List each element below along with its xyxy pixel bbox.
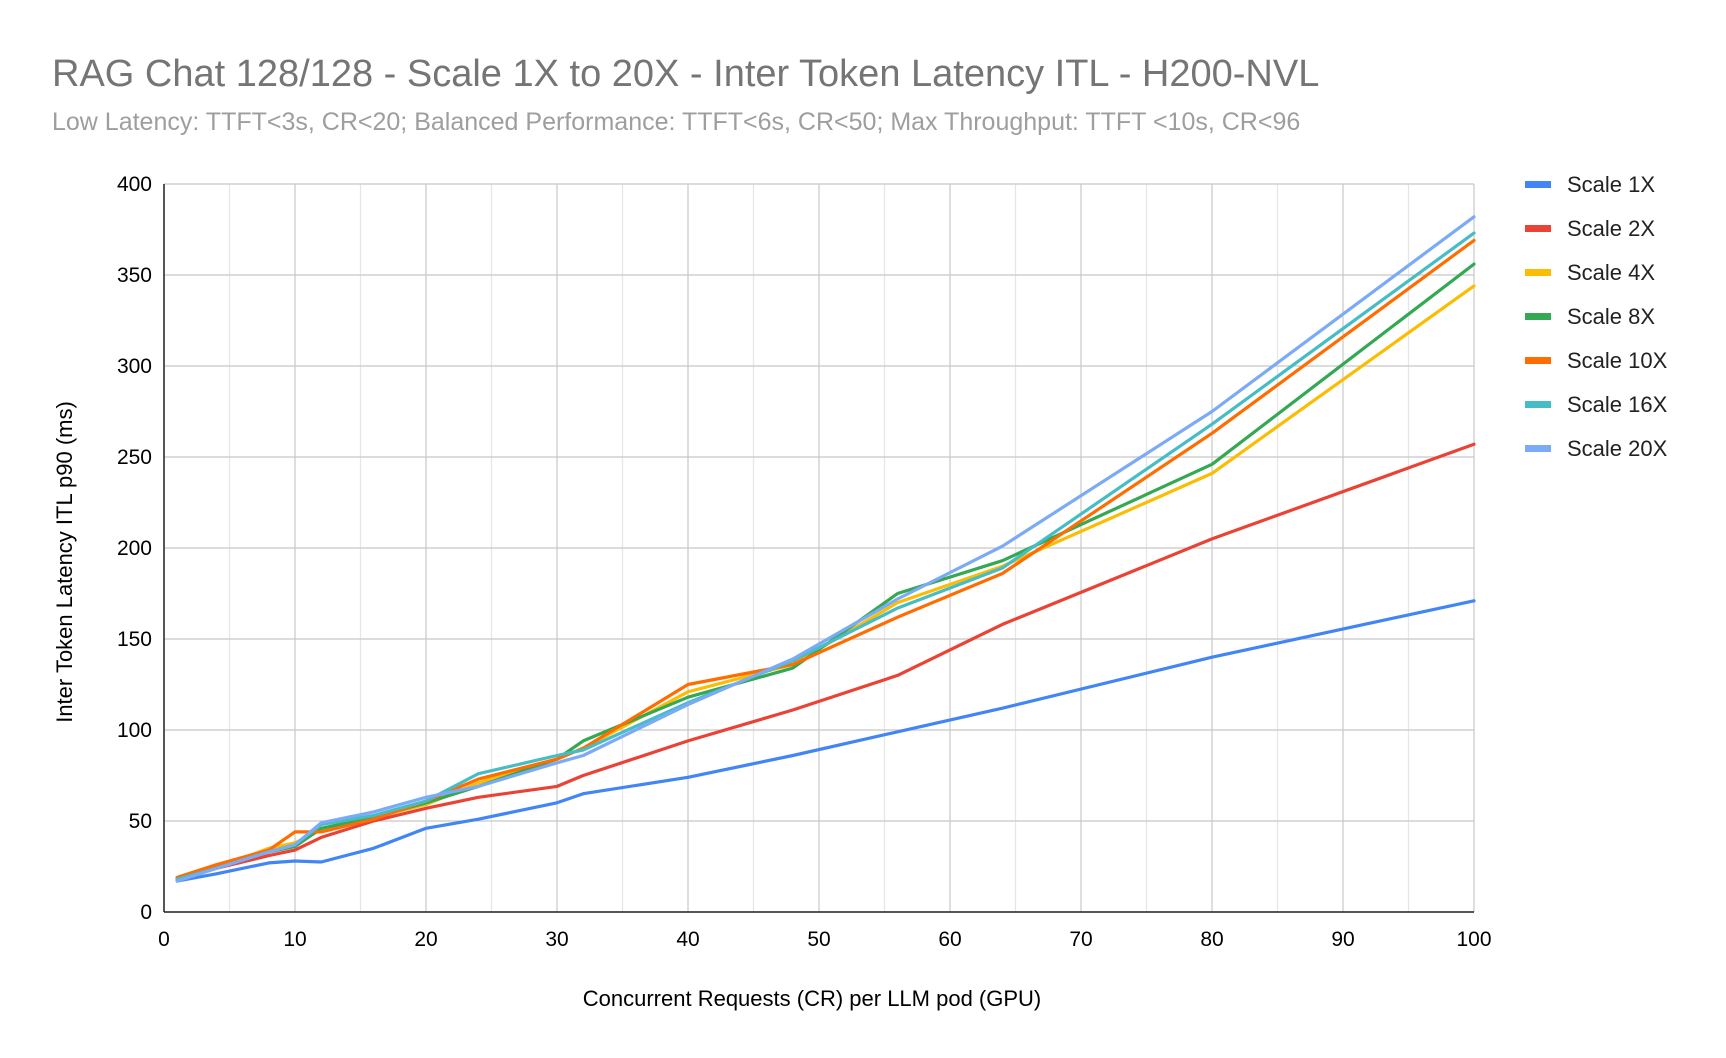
legend: Scale 1X Scale 2X Scale 4X Scale 8X Scale 10… xyxy=(1525,172,1668,461)
axes xyxy=(163,184,1474,913)
series-lines xyxy=(175,215,1476,883)
legend-item: Scale 1X xyxy=(1525,172,1655,197)
legend-swatch xyxy=(1525,445,1551,452)
x-tick-label: 30 xyxy=(545,928,568,951)
legend-swatch xyxy=(1525,313,1551,320)
legend-swatch xyxy=(1525,225,1551,232)
y-tick-label: 250 xyxy=(117,446,152,469)
legend-label: Scale 8X xyxy=(1567,304,1655,329)
series-line-scale-8x xyxy=(175,262,1476,881)
series-line-scale-20x xyxy=(175,215,1476,883)
legend-item: Scale 4X xyxy=(1525,260,1655,285)
legend-swatch xyxy=(1525,269,1551,276)
y-tick-label: 400 xyxy=(117,173,152,196)
series-line-scale-10x xyxy=(175,238,1476,879)
legend-item: Scale 10X xyxy=(1525,348,1668,373)
x-tick-label: 0 xyxy=(158,928,170,951)
series-line-scale-16x xyxy=(175,231,1476,881)
legend-label: Scale 1X xyxy=(1567,172,1655,197)
y-axis-label: Inter Token Latency ITL p90 (ms) xyxy=(52,401,77,723)
y-tick-label: 50 xyxy=(129,810,152,833)
legend-item: Scale 20X xyxy=(1525,436,1668,461)
x-tick-label: 10 xyxy=(283,928,306,951)
series-line-scale-4x xyxy=(175,284,1476,881)
x-tick-label: 70 xyxy=(1069,928,1092,951)
y-tick-label: 150 xyxy=(117,628,152,651)
legend-label: Scale 4X xyxy=(1567,260,1655,285)
chart-title: RAG Chat 128/128 - Scale 1X to 20X - Int… xyxy=(52,53,1319,95)
legend-label: Scale 10X xyxy=(1567,348,1668,373)
x-tick-label: 90 xyxy=(1331,928,1354,951)
x-tick-label: 60 xyxy=(938,928,961,951)
legend-swatch xyxy=(1525,181,1551,188)
legend-label: Scale 20X xyxy=(1567,436,1668,461)
y-tick-label: 200 xyxy=(117,537,152,560)
series-line-scale-2x xyxy=(175,442,1476,881)
legend-item: Scale 2X xyxy=(1525,216,1655,241)
chart-subtitle: Low Latency: TTFT<3s, CR<20; Balanced Pe… xyxy=(52,108,1300,136)
legend-swatch xyxy=(1525,401,1551,408)
x-axis-label: Concurrent Requests (CR) per LLM pod (GP… xyxy=(583,986,1042,1011)
x-tick-label: 80 xyxy=(1200,928,1223,951)
y-tick-label: 0 xyxy=(140,901,152,924)
legend-label: Scale 2X xyxy=(1567,216,1655,241)
x-tick-label: 40 xyxy=(676,928,699,951)
x-tick-label: 50 xyxy=(807,928,830,951)
legend-item: Scale 8X xyxy=(1525,304,1655,329)
legend-label: Scale 16X xyxy=(1567,392,1668,417)
y-tick-label: 350 xyxy=(117,264,152,287)
y-tick-label: 100 xyxy=(117,719,152,742)
x-tick-label: 20 xyxy=(414,928,437,951)
grid xyxy=(163,183,1475,913)
series-line-scale-1x xyxy=(175,599,1476,883)
legend-item: Scale 16X xyxy=(1525,392,1668,417)
x-tick-label: 100 xyxy=(1456,928,1491,951)
tick-labels: 0 10 20 30 40 50 60 70 80 90 100 0 50 100 150 200 250 300… xyxy=(117,173,1492,951)
y-tick-label: 300 xyxy=(117,355,152,378)
legend-swatch xyxy=(1525,357,1551,364)
